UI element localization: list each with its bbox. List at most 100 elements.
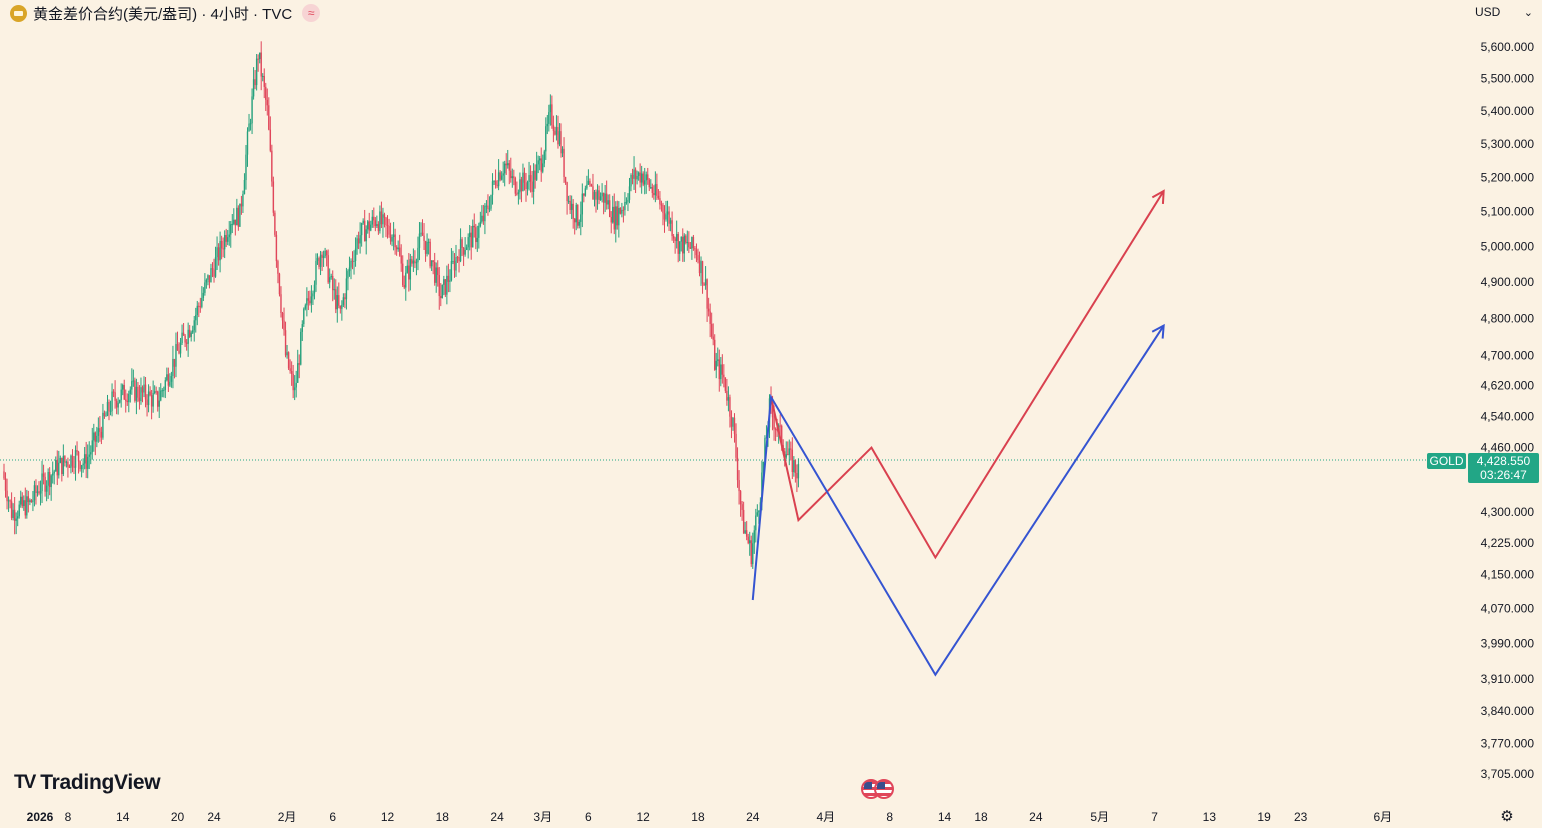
brand-name: TradingView bbox=[40, 771, 161, 794]
wave-icon[interactable]: ≈ bbox=[302, 4, 321, 22]
economic-events[interactable] bbox=[861, 779, 895, 801]
candle-body bbox=[779, 425, 781, 427]
candle-body bbox=[505, 163, 507, 166]
time-axis-label: 14 bbox=[938, 810, 952, 824]
candle-body bbox=[362, 220, 364, 224]
candle-body bbox=[255, 58, 258, 86]
candle-body bbox=[695, 249, 698, 256]
candle-body bbox=[274, 212, 276, 235]
candle-body bbox=[718, 359, 720, 380]
candle-body bbox=[137, 386, 139, 398]
time-axis-label: 12 bbox=[381, 810, 395, 824]
price-axis-label: 5,400.000 bbox=[1481, 104, 1535, 118]
candle-body bbox=[153, 391, 156, 394]
candle-body bbox=[347, 271, 349, 279]
candle-body bbox=[217, 247, 220, 261]
candle-body bbox=[100, 431, 103, 438]
candle-body bbox=[268, 105, 270, 130]
candle-body bbox=[609, 200, 611, 218]
candle-body bbox=[427, 241, 430, 243]
candle-body bbox=[304, 305, 307, 309]
candle-body bbox=[251, 96, 253, 124]
candle-body bbox=[335, 289, 337, 310]
candle-body bbox=[496, 184, 498, 187]
candle-body bbox=[231, 223, 233, 225]
price-axis-label: 5,300.000 bbox=[1481, 137, 1535, 151]
candle-body bbox=[73, 466, 75, 468]
candle-body bbox=[141, 387, 144, 393]
candle-body bbox=[249, 123, 252, 125]
candle-body bbox=[551, 104, 553, 126]
candle-body bbox=[704, 279, 707, 286]
candle-body bbox=[199, 306, 202, 308]
candle-body bbox=[44, 476, 46, 492]
price-axis-label: 3,840.000 bbox=[1481, 704, 1535, 718]
candle-body bbox=[672, 236, 675, 239]
candle-body bbox=[415, 262, 418, 264]
candle-body bbox=[502, 173, 504, 176]
settings-icon[interactable]: ⚙ bbox=[1500, 808, 1514, 825]
time-axis[interactable]: 2026 8 14 20 24 2月 6 12 18 24 3月 6 12 18 24 4月 8 14 18 24 5月… bbox=[27, 810, 1393, 824]
candle-body bbox=[437, 267, 439, 276]
candle-body bbox=[176, 344, 179, 351]
candle-body bbox=[557, 127, 559, 145]
candle-body bbox=[517, 192, 520, 194]
candle-body bbox=[738, 480, 740, 492]
candle-body bbox=[30, 500, 33, 503]
candle-body bbox=[380, 211, 383, 225]
candle-body bbox=[578, 221, 580, 226]
candle-body bbox=[376, 224, 378, 227]
candle-body bbox=[440, 296, 442, 299]
candle-body bbox=[577, 204, 579, 226]
candle-body bbox=[616, 206, 619, 226]
candle-body bbox=[205, 279, 208, 283]
candle-body bbox=[540, 158, 542, 172]
candle-body bbox=[727, 397, 730, 401]
candle-body bbox=[240, 203, 243, 207]
candle-body bbox=[289, 368, 291, 372]
candle-body bbox=[245, 154, 247, 181]
candle-body bbox=[726, 390, 728, 401]
candle-body bbox=[76, 450, 78, 452]
candle-body bbox=[575, 204, 577, 223]
tradingview-logo[interactable]: TV TradingView bbox=[14, 770, 161, 796]
candle-body bbox=[435, 267, 437, 283]
candle-body bbox=[637, 172, 640, 176]
candle-body bbox=[319, 254, 322, 267]
candle-body bbox=[665, 214, 667, 220]
candle-body bbox=[102, 412, 104, 438]
candle-body bbox=[188, 329, 191, 337]
candle-body bbox=[262, 75, 264, 77]
chart-header[interactable]: 黄金差价合约(美元/盎司) · 4小时 · TVC ≈ bbox=[10, 2, 321, 24]
candle-body bbox=[213, 269, 215, 277]
candle-body bbox=[12, 509, 14, 518]
candle-body bbox=[45, 485, 48, 492]
candle-body bbox=[531, 181, 533, 192]
candle-body bbox=[146, 399, 148, 406]
candle-body bbox=[269, 129, 272, 151]
candle-body bbox=[666, 211, 669, 215]
price-axis-label: 4,070.000 bbox=[1481, 602, 1535, 616]
chevron-down-icon: ⌄ bbox=[1523, 6, 1533, 19]
candle-body bbox=[659, 198, 661, 205]
candle-body bbox=[39, 491, 42, 494]
candle-body bbox=[158, 400, 160, 407]
currency-select[interactable]: USD ⌄ bbox=[1467, 0, 1539, 24]
price-axis-label: 5,000.000 bbox=[1481, 239, 1535, 253]
candle-body bbox=[292, 373, 294, 391]
candle-body bbox=[707, 308, 710, 312]
candle-body bbox=[555, 127, 558, 135]
symbol-title[interactable]: 黄金差价合约(美元/盎司) · 4小时 · TVC bbox=[33, 5, 293, 23]
candle-body bbox=[367, 221, 369, 230]
candle-body bbox=[508, 163, 510, 171]
candle-body bbox=[467, 237, 469, 248]
candle-body bbox=[622, 209, 625, 211]
candle-body bbox=[745, 530, 748, 537]
candle-body bbox=[507, 163, 509, 166]
candle-body bbox=[377, 224, 380, 232]
price-axis[interactable]: 5,600.000 5,500.000 5,400.000 5,300.000 5,20… bbox=[1481, 40, 1535, 781]
candle-body bbox=[589, 180, 591, 185]
candle-body bbox=[443, 279, 445, 285]
candle-body bbox=[143, 384, 145, 393]
